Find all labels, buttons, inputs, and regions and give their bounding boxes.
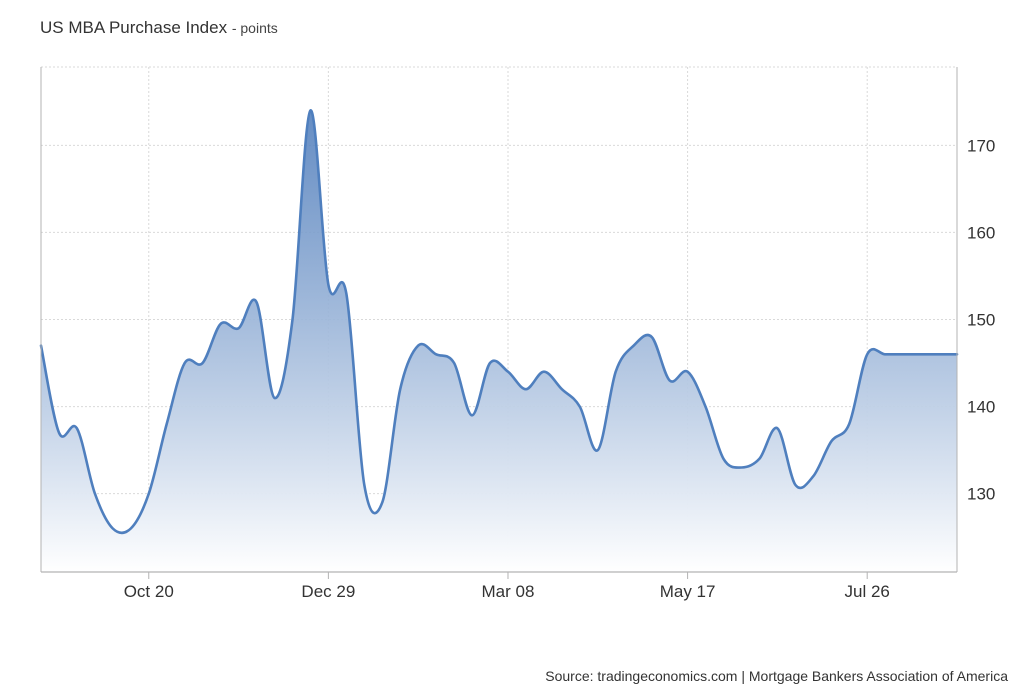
y-tick-label: 130 xyxy=(967,485,995,504)
chart-unit-text: points xyxy=(240,20,278,36)
chart-title: US MBA Purchase Index - points xyxy=(40,18,278,38)
x-tick-label: Jul 26 xyxy=(845,582,890,601)
y-tick-label: 160 xyxy=(967,223,995,242)
axes xyxy=(40,67,958,573)
x-tick-label: Oct 20 xyxy=(124,582,174,601)
y-tick-label: 140 xyxy=(967,398,995,417)
chart-unit: - points xyxy=(231,20,278,36)
x-tick-label: Dec 29 xyxy=(301,582,355,601)
source-caption: Source: tradingeconomics.com | Mortgage … xyxy=(545,668,1008,684)
y-tick-label: 150 xyxy=(967,311,995,330)
x-axis-ticks: Oct 20 Dec 29 Mar 08 May 17 Jul 26 xyxy=(124,572,890,601)
y-axis-ticks: 130 140 150 160 170 xyxy=(967,136,995,503)
series-area xyxy=(41,110,957,573)
x-tick-label: Mar 08 xyxy=(482,582,535,601)
x-tick-label: May 17 xyxy=(660,582,716,601)
chart-title-text: US MBA Purchase Index xyxy=(40,18,228,37)
y-tick-label: 170 xyxy=(967,136,995,155)
series-line xyxy=(39,109,959,535)
